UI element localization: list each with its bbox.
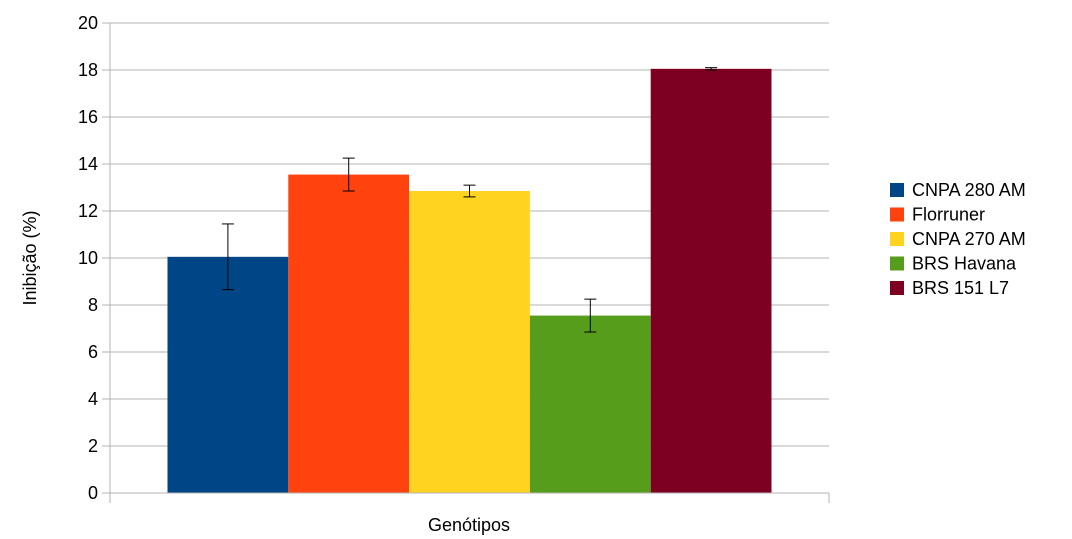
bar bbox=[288, 174, 410, 493]
y-axis-title: Inibição (%) bbox=[20, 210, 40, 305]
legend-swatch bbox=[890, 232, 904, 246]
error-bars bbox=[221, 67, 718, 333]
y-tick-label: 14 bbox=[78, 154, 98, 174]
legend-swatch bbox=[890, 281, 904, 295]
legend-label: CNPA 270 AM bbox=[912, 229, 1026, 249]
bars bbox=[167, 68, 772, 493]
bar bbox=[167, 256, 289, 493]
legend-label: BRS 151 L7 bbox=[912, 278, 1009, 298]
legend-swatch bbox=[890, 183, 904, 197]
y-tick-label: 18 bbox=[78, 60, 98, 80]
y-tick-label: 0 bbox=[88, 483, 98, 503]
bar bbox=[529, 315, 651, 493]
x-axis-title: Genótipos bbox=[428, 515, 510, 535]
bar bbox=[650, 68, 772, 493]
legend-label: CNPA 280 AM bbox=[912, 180, 1026, 200]
legend-label: BRS Havana bbox=[912, 254, 1017, 274]
y-tick-label: 6 bbox=[88, 342, 98, 362]
y-tick-label: 2 bbox=[88, 436, 98, 456]
legend-swatch bbox=[890, 256, 904, 271]
y-tick-label: 10 bbox=[78, 248, 98, 268]
y-tick-label: 12 bbox=[78, 201, 98, 221]
y-tick-label: 16 bbox=[78, 107, 98, 127]
y-tick-label: 8 bbox=[88, 295, 98, 315]
legend-label: Florruner bbox=[912, 205, 985, 225]
y-tick-label: 20 bbox=[78, 13, 98, 33]
axes bbox=[102, 22, 830, 503]
legend-swatch bbox=[890, 207, 904, 222]
bar bbox=[409, 191, 530, 493]
y-tick-label: 4 bbox=[88, 389, 98, 409]
legend: CNPA 280 AM Florruner CNPA 270 AM BRS Havan… bbox=[890, 180, 1026, 298]
y-tick-labels: 0 2 4 6 8 10 12 14 16 18 20 bbox=[78, 13, 98, 503]
